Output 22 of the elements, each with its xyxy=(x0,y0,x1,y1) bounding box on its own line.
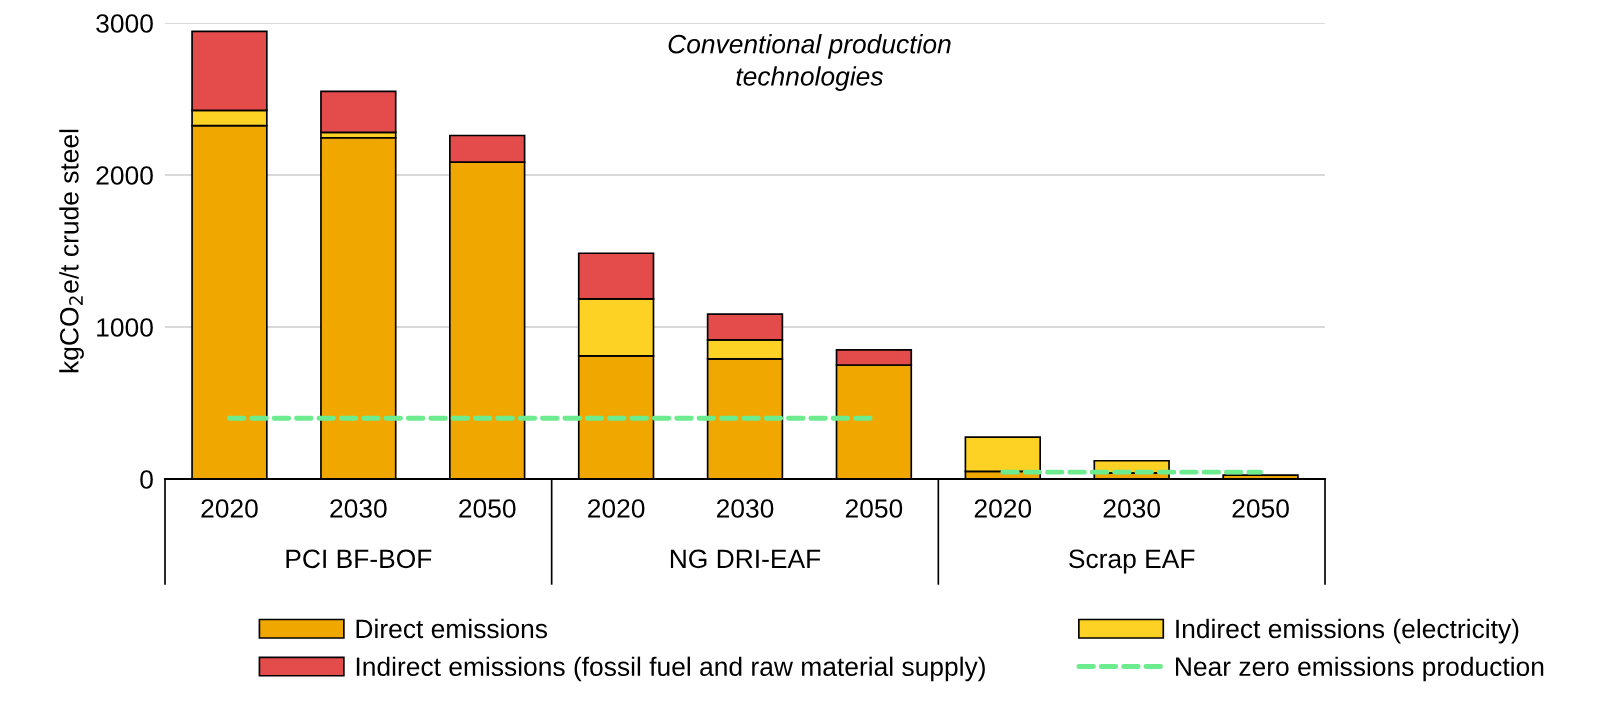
x-tick-label: 2030 xyxy=(330,499,387,518)
y-tick-label: 2000 xyxy=(96,166,153,185)
x-tick-label: 2020 xyxy=(974,499,1032,518)
x-tick-label: 2030 xyxy=(716,499,774,518)
legend-label: Indirect emissions (electricity) xyxy=(1176,618,1519,644)
annotation: Conventional production technologies xyxy=(668,34,951,91)
text: NG DRI-EAF xyxy=(670,549,821,569)
x-tick-label: 2030 xyxy=(1103,499,1160,518)
x-tick-label: 2050 xyxy=(459,499,516,518)
text: Scrap EAF xyxy=(1069,549,1195,574)
legend-label: Near zero emissions production xyxy=(1176,656,1544,682)
x-tick-label: 2020 xyxy=(201,499,258,518)
text: PCI BF-BOF xyxy=(286,549,432,569)
y-axis-title: kgCO$_{2}$e/t crude steel xyxy=(59,129,84,373)
x-tick-label: 2020 xyxy=(588,499,645,518)
legend-label: Direct emissions xyxy=(356,618,548,639)
x-tick-label: 2050 xyxy=(845,499,903,518)
x-tick-label: 2050 xyxy=(1232,499,1289,518)
legend-label: Indirect emissions (fossil fuel and raw material supply) xyxy=(356,656,985,682)
y-tick-label: 3000 xyxy=(96,14,153,33)
y-tick-label: 0 xyxy=(140,470,153,489)
y-tick-label: 1000 xyxy=(97,318,153,337)
